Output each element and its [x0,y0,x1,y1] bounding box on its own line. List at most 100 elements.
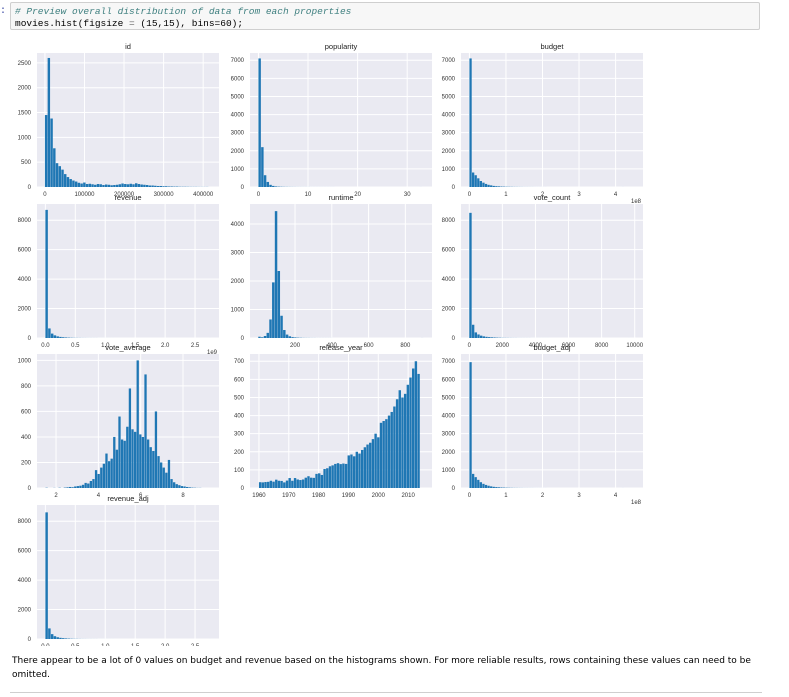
histogram-bar [307,476,310,488]
x-tick-label: 4 [614,192,618,198]
histogram-bar [149,447,152,488]
histogram-bar [482,483,485,488]
histogram-bar [352,456,356,488]
histogram-bar [89,480,93,488]
code-statement: movies.hist(figsize = (15,15), bins=60); [15,18,755,30]
y-tick-label: 6000 [442,377,456,383]
y-tick-label: 6000 [442,248,456,254]
histogram-bar [61,169,64,187]
x-tick-label: 400000 [193,192,214,198]
y-tick-label: 6000 [442,76,456,82]
histogram-bar [159,186,162,187]
histogram-bar [283,330,286,338]
code-cell[interactable]: # Preview overall distribution of data f… [10,2,760,30]
histogram-bar [55,163,59,187]
histogram-bar [350,454,353,488]
histogram-bar [479,181,483,187]
y-tick-label: 2000 [18,608,32,614]
y-tick-label: 2000 [442,149,456,155]
histogram-bar [94,470,98,488]
histogram-bar [56,637,59,639]
histogram-bar [146,439,150,488]
histogram-bar [69,179,72,187]
histogram-bar [469,58,472,188]
histogram-bar [363,447,367,488]
histogram-bar [285,334,289,338]
histogram-bar [474,477,477,488]
histogram-bar [326,468,329,488]
histogram-bar [344,463,348,488]
y-tick-label: 1000 [442,468,456,474]
histogram-bar [267,481,270,488]
x-tick-label: 20 [354,192,361,198]
histogram-bar [50,333,54,338]
histogram-bar [497,487,501,488]
histogram-bar [398,390,401,488]
cell-prompt: : [0,6,7,17]
y-tick-label: 300 [234,432,245,438]
y-tick-label: 400 [21,435,32,441]
histogram-bar [186,486,189,488]
histogram-bar [136,360,139,488]
histogram-bar [492,185,495,187]
x-tick-label: 1990 [342,493,356,499]
histogram-bar [471,172,475,187]
histogram-bar [318,473,321,488]
x-tick-label: 1 [504,493,508,499]
histogram-bar [417,373,420,488]
histogram-bar [45,209,48,338]
histogram-bar [188,487,191,488]
histogram-bar [165,472,168,488]
histogram-bar [488,337,491,338]
x-tick-label: 2 [541,493,545,499]
y-tick-label: 600 [21,409,32,415]
histogram-bar [495,487,498,488]
y-tick-label: 0 [452,486,456,492]
histogram-bar [91,184,94,187]
y-tick-label: 5000 [442,94,456,100]
histogram-bar [393,406,396,488]
x-tick-label: 1980 [312,493,326,499]
y-tick-label: 500 [234,395,245,401]
histogram-bar [497,186,501,187]
y-tick-label: 2000 [231,279,245,285]
plot-title: popularity [325,42,358,51]
histogram-bar [133,431,137,488]
histogram-bar [291,337,294,338]
y-tick-label: 2500 [18,61,32,67]
histogram-bar [99,184,102,187]
histogram-bar [107,461,111,488]
histogram-bar [269,319,272,338]
histogram-bar [154,411,158,488]
histogram-bar [79,485,82,488]
histogram-bar [275,479,278,488]
histogram-bar [285,480,289,488]
histogram-bar [477,178,480,187]
histogram-bar [266,181,270,187]
histogram-bar [403,393,407,488]
y-tick-label: 200 [21,460,32,466]
histogram-release-year: 0 100 200 300 400 500 600 700 1960 1970 1980 1990 20… [234,343,432,499]
code-arguments: (15,15), bins=60); [134,18,244,29]
x-tick-label: 1970 [282,493,296,499]
histogram-bar [366,444,369,488]
plot-area [37,53,219,187]
x-tick-label: 2.5 [191,644,200,646]
x-tick-label: 1 [504,192,508,198]
histogram-bar [395,399,399,488]
y-tick-label: 0 [28,185,32,191]
histogram-bar [154,185,157,187]
y-tick-label: 6000 [18,248,32,254]
histogram-bar [173,482,176,488]
histogram-bar [315,473,318,488]
histogram-bar [347,455,350,488]
histogram-bar [124,184,127,187]
histogram-bar [167,186,171,187]
histogram-bar [64,174,67,187]
histogram-bar [77,182,81,187]
x-tick-label: 4 [97,493,101,499]
y-tick-label: 0 [28,336,32,342]
x-tick-label: 200000 [114,192,135,198]
